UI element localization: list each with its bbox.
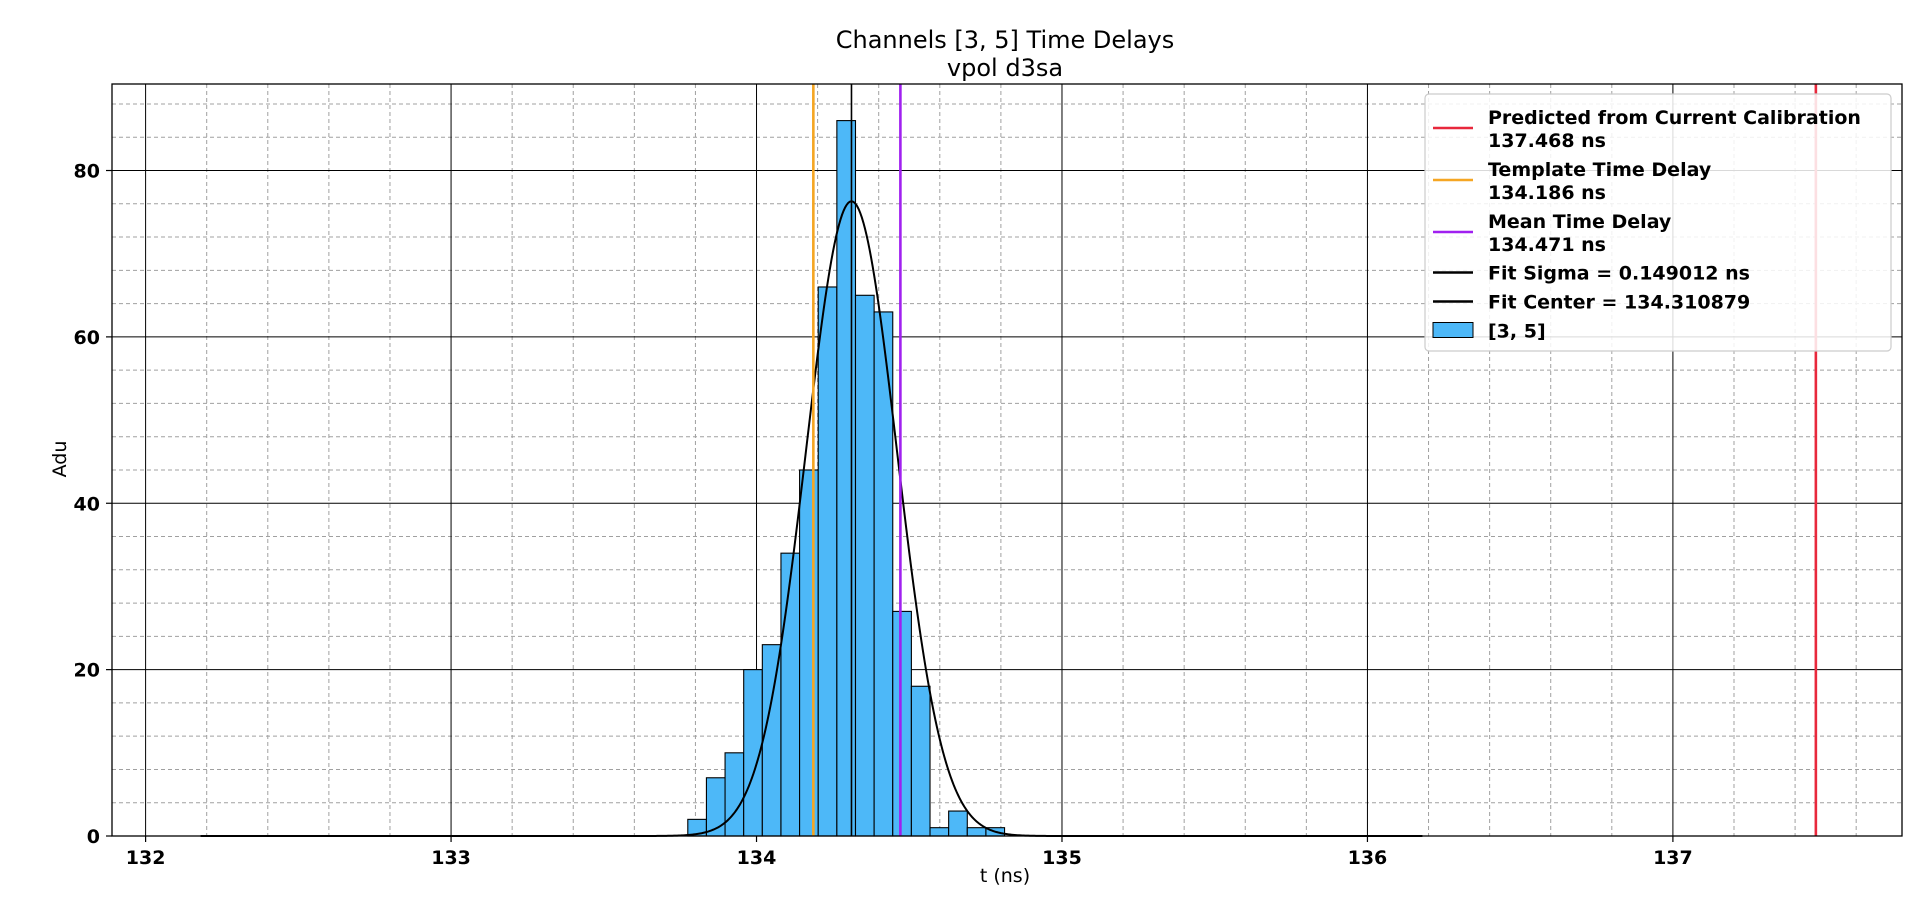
histogram-bar xyxy=(705,777,726,837)
histogram-bar xyxy=(892,610,912,837)
histogram-bar xyxy=(854,294,875,837)
legend-box xyxy=(1424,93,1892,352)
histogram-bar xyxy=(817,286,838,837)
legend-label-value: 134.471 ns xyxy=(1488,234,1606,256)
y-tick-label: 20 xyxy=(74,660,100,682)
y-tick-label: 40 xyxy=(74,493,100,515)
y-tick-label: 60 xyxy=(74,327,100,349)
x-axis-label: t (ns) xyxy=(980,865,1030,887)
legend-label: Template Time Delay xyxy=(1488,159,1712,181)
y-axis-label: Adu xyxy=(49,441,71,478)
y-tick-label: 80 xyxy=(74,161,100,183)
legend-patch xyxy=(1432,322,1474,338)
plot-frame xyxy=(111,83,1903,837)
histogram-bar xyxy=(910,685,931,837)
chart-title: Channels [3, 5] Time Delays xyxy=(836,26,1175,54)
ticks-layer: 132 133 134 135 136 137 0 20 40 60 80 xyxy=(74,161,1693,869)
histogram-bar xyxy=(836,120,857,837)
chart-subtitle: vpol d3sa xyxy=(947,54,1063,82)
x-tick-label: 135 xyxy=(1042,847,1082,869)
histogram-bar xyxy=(799,469,819,837)
legend: Predicted from Current Calibration137.46… xyxy=(1424,93,1892,352)
histogram-bar xyxy=(948,810,968,837)
histogram-bar xyxy=(761,644,782,837)
y-tick-label: 0 xyxy=(87,826,100,848)
x-tick-label: 137 xyxy=(1653,847,1693,869)
legend-label: Fit Sigma = 0.149012 ns xyxy=(1488,263,1750,285)
x-tick-label: 136 xyxy=(1348,847,1388,869)
histogram-bar xyxy=(724,752,745,837)
x-tick-label: 134 xyxy=(737,847,777,869)
x-tick-label: 132 xyxy=(126,847,166,869)
histogram-bar xyxy=(966,827,987,837)
x-tick-label: 133 xyxy=(431,847,471,869)
legend-label: Mean Time Delay xyxy=(1488,211,1672,233)
legend-label-value: 134.186 ns xyxy=(1488,182,1606,204)
histogram-bar xyxy=(929,827,950,837)
legend-label: Predicted from Current Calibration xyxy=(1488,107,1861,129)
legend-label: Fit Center = 134.310879 xyxy=(1488,292,1750,314)
legend-label-value: 137.468 ns xyxy=(1488,130,1606,152)
histogram-bar xyxy=(780,552,801,837)
legend-label: [3, 5] xyxy=(1488,321,1546,343)
